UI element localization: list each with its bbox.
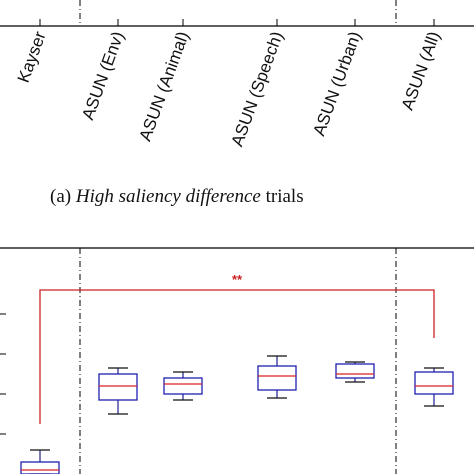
- bottom-panel: **: [0, 247, 474, 474]
- box-asun-urban: [335, 361, 375, 383]
- top-x-tick-labels: Kayser ASUN (Env) ASUN (Animal) ASUN (Speec…: [14, 29, 444, 149]
- significance-bracket: **: [39, 272, 435, 424]
- box-asun-all: [414, 367, 454, 407]
- box-iqr: [335, 363, 375, 379]
- box-asun-speech: [257, 355, 297, 399]
- boxplots: [20, 355, 454, 474]
- y-tick-marks: [0, 313, 6, 435]
- panel-a-caption: (a) High saliency difference trials: [50, 186, 304, 207]
- box-asun-animal: [163, 371, 203, 401]
- top-label-asun-env: ASUN (Env): [78, 29, 128, 122]
- top-label-asun-animal: ASUN (Animal): [135, 29, 192, 144]
- top-label-asun-speech: ASUN (Speech): [228, 29, 287, 149]
- top-label-asun-all: ASUN (All): [398, 29, 444, 113]
- box-iqr: [163, 377, 203, 395]
- box-iqr: [20, 461, 60, 474]
- top-label-kayser: Kayser: [14, 29, 50, 86]
- box-asun-env: [98, 367, 138, 415]
- box-iqr: [414, 371, 454, 395]
- box-iqr: [257, 365, 297, 391]
- significance-label: **: [232, 272, 243, 287]
- top-label-asun-urban: ASUN (Urban): [309, 29, 364, 138]
- bracket-line: [39, 289, 435, 424]
- top-panel: Kayser ASUN (Env) ASUN (Animal) ASUN (Speec…: [0, 0, 474, 207]
- top-x-tick-marks: [39, 19, 435, 26]
- box-iqr: [98, 373, 138, 401]
- box-kayser: [20, 449, 60, 474]
